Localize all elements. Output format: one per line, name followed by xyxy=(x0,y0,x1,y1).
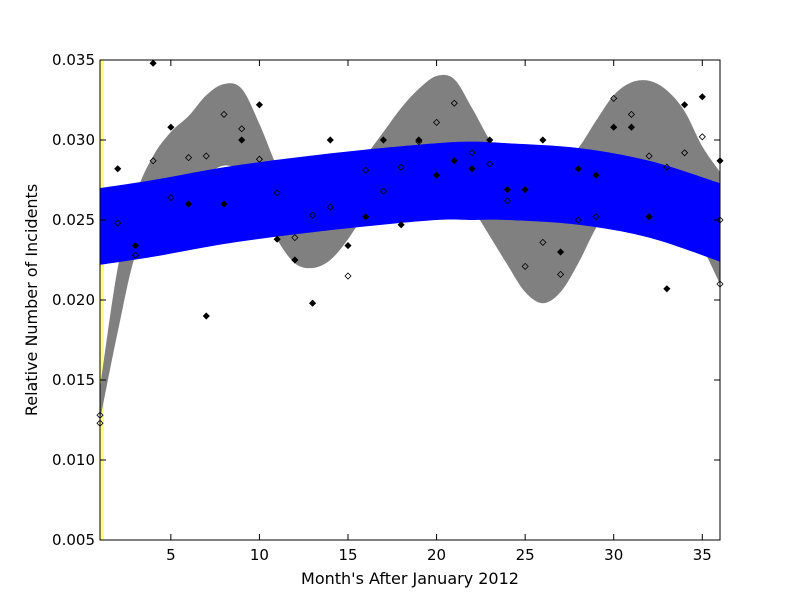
data-point-filled xyxy=(309,299,317,307)
data-point-filled xyxy=(202,312,210,320)
data-point-filled xyxy=(450,157,458,165)
x-tick-label: 20 xyxy=(427,546,446,564)
data-point-open xyxy=(698,133,706,141)
data-point-filled xyxy=(557,248,565,256)
x-tick-label: 15 xyxy=(338,546,357,564)
data-point-filled xyxy=(645,213,653,221)
x-tick-label: 5 xyxy=(166,546,176,564)
data-point-filled xyxy=(255,101,263,109)
x-tick-label: 10 xyxy=(250,546,269,564)
x-tick-label: 25 xyxy=(516,546,535,564)
data-point-open xyxy=(291,234,299,242)
data-point-filled xyxy=(238,136,246,144)
data-point-open xyxy=(326,203,334,211)
data-point-filled xyxy=(415,136,423,144)
data-point-open xyxy=(645,152,653,160)
data-point-open xyxy=(450,99,458,107)
data-point-open xyxy=(362,166,370,174)
data-point-filled xyxy=(326,136,334,144)
data-point-filled xyxy=(627,123,635,131)
data-point-filled xyxy=(681,101,689,109)
y-tick-label: 0.035 xyxy=(52,51,95,69)
data-point-filled xyxy=(114,165,122,173)
data-point-open xyxy=(627,110,635,118)
data-point-open xyxy=(539,238,547,246)
data-point-open xyxy=(114,219,122,227)
trend-band xyxy=(100,141,720,265)
data-point-open xyxy=(273,189,281,197)
data-point-filled xyxy=(273,235,281,243)
data-point-open xyxy=(202,152,210,160)
data-point-open xyxy=(344,272,352,280)
y-tick-label: 0.025 xyxy=(52,211,95,229)
y-tick-label: 0.005 xyxy=(52,531,95,549)
data-point-open xyxy=(379,187,387,195)
data-point-open xyxy=(663,163,671,171)
y-axis-label: Relative Number of Incidents xyxy=(22,184,41,416)
data-point-filled xyxy=(698,93,706,101)
data-point-filled xyxy=(397,221,405,229)
data-point-open xyxy=(415,138,423,146)
data-point-filled xyxy=(486,136,494,144)
y-tick-label: 0.015 xyxy=(52,371,95,389)
data-point-open xyxy=(521,262,529,270)
data-point-filled xyxy=(344,242,352,250)
x-tick-label: 35 xyxy=(693,546,712,564)
data-point-open xyxy=(610,94,618,102)
data-point-open xyxy=(167,194,175,202)
y-tick-label: 0.020 xyxy=(52,291,95,309)
data-point-filled xyxy=(291,256,299,264)
data-point-open xyxy=(592,213,600,221)
x-axis-label: Month's After January 2012 xyxy=(301,569,519,588)
data-point-filled xyxy=(574,165,582,173)
data-point-filled xyxy=(185,200,193,208)
data-point-filled xyxy=(610,123,618,131)
data-point-filled xyxy=(521,186,529,194)
data-point-open xyxy=(503,197,511,205)
data-point-open xyxy=(149,157,157,165)
data-point-filled xyxy=(362,213,370,221)
data-point-open xyxy=(255,155,263,163)
data-point-open xyxy=(681,149,689,157)
data-point-open xyxy=(185,154,193,162)
x-tick-label: 30 xyxy=(604,546,623,564)
data-point-filled xyxy=(167,123,175,131)
data-point-open xyxy=(557,270,565,278)
data-point-open xyxy=(131,251,139,259)
data-point-filled xyxy=(149,59,157,67)
data-point-open xyxy=(486,160,494,168)
y-tick-label: 0.010 xyxy=(52,451,95,469)
data-point-open xyxy=(220,110,228,118)
data-point-filled xyxy=(433,171,441,179)
data-point-filled xyxy=(592,171,600,179)
data-point-filled xyxy=(539,136,547,144)
data-point-open xyxy=(468,149,476,157)
data-point-filled xyxy=(663,285,671,293)
data-point-filled xyxy=(503,186,511,194)
data-point-open xyxy=(433,118,441,126)
data-point-filled xyxy=(468,165,476,173)
data-point-open xyxy=(309,211,317,219)
data-point-filled xyxy=(131,242,139,250)
data-point-open xyxy=(397,163,405,171)
data-point-filled xyxy=(220,200,228,208)
data-point-filled xyxy=(379,136,387,144)
data-point-open xyxy=(238,125,246,133)
y-tick-label: 0.030 xyxy=(52,131,95,149)
data-point-open xyxy=(574,216,582,224)
